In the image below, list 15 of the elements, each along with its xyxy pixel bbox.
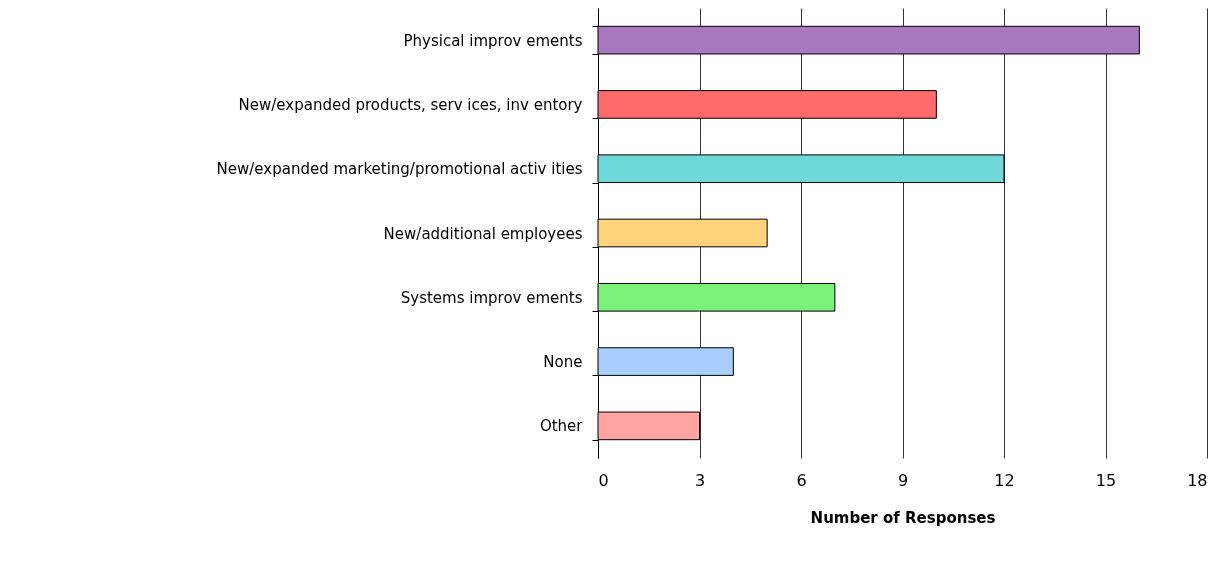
x-tick-label: 0 [598,470,609,490]
x-axis-title: Number of Responses [810,508,996,527]
y-tick-label: None [543,353,583,372]
y-tick-label: Physical improv ements [403,31,583,50]
y-tick-label: New/additional employees [383,224,583,243]
x-tick-label: 3 [694,470,706,490]
y-tick-label: New/expanded marketing/promotional activ ities [216,160,583,179]
x-tick-label: 6 [796,470,807,490]
y-tick-label: New/expanded products, serv ices, inv entory [238,95,583,114]
x-tick-label: 18 [1187,470,1208,490]
x-tick-label: 12 [994,470,1015,490]
x-tick-label: 9 [897,470,909,490]
y-tick-label: Other [539,417,584,436]
y-tick-label: Systems improv ements [400,288,583,307]
x-tick-label: 15 [1095,470,1117,490]
